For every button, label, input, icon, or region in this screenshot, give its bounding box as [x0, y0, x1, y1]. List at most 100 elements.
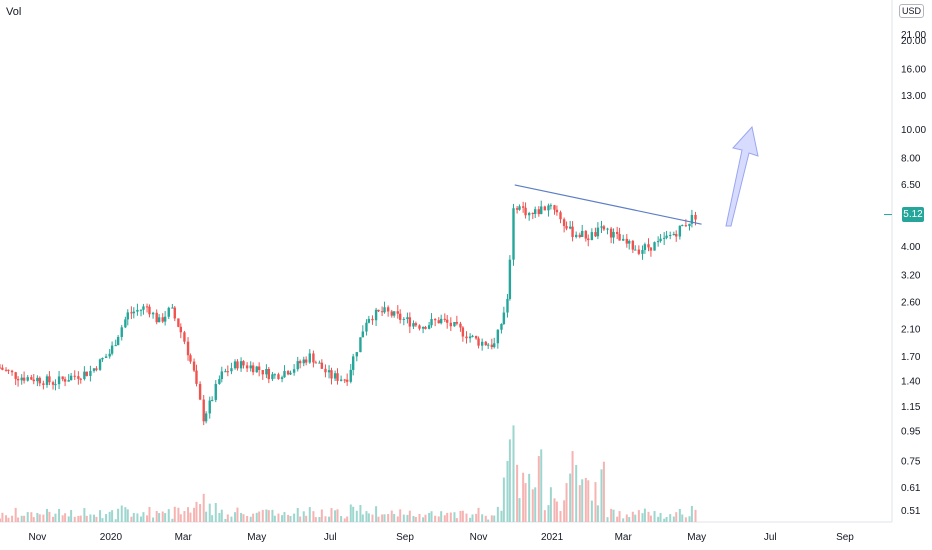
- volume-bar: [487, 519, 490, 522]
- candle-body: [412, 323, 415, 327]
- candle-body: [555, 209, 559, 213]
- volume-bar: [296, 507, 299, 522]
- candle-body: [124, 319, 127, 328]
- up-arrow-annotation[interactable]: [725, 125, 759, 227]
- volume-bar: [414, 516, 417, 522]
- volume-bar: [230, 516, 233, 522]
- candle-body: [210, 399, 214, 401]
- volume-bar: [281, 515, 284, 522]
- volume-bar: [587, 480, 590, 522]
- volume-bar: [531, 489, 534, 522]
- volume-bar: [543, 510, 546, 522]
- candle-body: [408, 317, 412, 327]
- candle-body: [14, 372, 17, 379]
- candle-body: [574, 234, 578, 237]
- candle-body: [195, 370, 198, 384]
- volume-bar: [7, 517, 10, 522]
- candle-body: [132, 311, 135, 314]
- volume-bar: [77, 515, 80, 522]
- candle-body: [251, 365, 255, 373]
- volume-bar: [375, 506, 378, 522]
- time-axis-labels: Nov 2020 Mar May Jul Sep Nov 2021 Mar May Jul Sep: [28, 532, 854, 543]
- candle-body: [148, 306, 151, 315]
- candle-body: [302, 359, 305, 364]
- volume-bar: [73, 516, 76, 522]
- trendline[interactable]: [514, 184, 702, 225]
- volume-bar: [424, 514, 427, 522]
- candle-body: [73, 375, 76, 377]
- candle-body: [283, 371, 286, 378]
- candle-body: [675, 233, 678, 237]
- candle-body: [179, 326, 183, 333]
- currency-unit-button[interactable]: USD: [898, 4, 924, 18]
- candle-body: [104, 356, 108, 358]
- candle-body: [255, 366, 258, 373]
- candle-body: [568, 226, 572, 229]
- candle-body: [461, 327, 465, 337]
- candle-body: [224, 371, 227, 373]
- candle-body: [398, 313, 402, 320]
- candle-body: [430, 319, 433, 326]
- candle-body: [367, 318, 371, 323]
- volume-bar: [318, 516, 321, 522]
- candle-body: [374, 309, 378, 321]
- candle-body: [92, 368, 96, 371]
- volume-bar: [130, 516, 133, 522]
- candle-body: [236, 361, 239, 369]
- volume-bar: [249, 516, 252, 522]
- candle-body: [54, 384, 57, 386]
- volume-bar: [387, 514, 390, 522]
- candle-body: [621, 238, 625, 241]
- volume-bar: [581, 479, 584, 522]
- volume-bar: [540, 449, 543, 522]
- candle-body: [48, 376, 51, 383]
- candle-body: [512, 208, 515, 260]
- volume-bar: [594, 482, 597, 522]
- volume-bar: [688, 516, 691, 522]
- volume-bar: [183, 511, 186, 522]
- candle-body: [534, 209, 537, 214]
- volume-bar: [383, 514, 386, 522]
- candle-body: [186, 341, 190, 356]
- candle-body: [553, 205, 556, 210]
- candle-body: [684, 225, 688, 227]
- volume-bar: [167, 509, 170, 522]
- candle-body: [261, 370, 264, 375]
- candle-body: [506, 298, 509, 313]
- volume-bar: [126, 509, 129, 522]
- volume-bar: [161, 511, 164, 522]
- time-tick-label: Mar: [175, 532, 193, 543]
- price-tick-label: 0.61: [901, 483, 921, 494]
- candle-body: [280, 377, 284, 380]
- volume-bar: [455, 518, 458, 522]
- price-tick-label: 1.40: [901, 377, 921, 388]
- volume-bar: [459, 510, 462, 522]
- candle-body: [239, 361, 243, 369]
- volume-bar: [537, 456, 540, 522]
- candle-body: [183, 332, 186, 342]
- candle-body: [562, 219, 566, 227]
- candle-body: [171, 307, 174, 309]
- candle-body: [298, 361, 302, 364]
- price-tick-label: 0.51: [901, 506, 921, 517]
- volume-bar: [171, 518, 174, 522]
- candle-body: [606, 228, 609, 230]
- candle-body: [67, 380, 70, 382]
- candle-body: [571, 226, 574, 237]
- candle-body: [167, 307, 170, 317]
- price-tick-label: 2.10: [901, 325, 921, 336]
- volume-indicator-label[interactable]: Vol: [6, 6, 22, 18]
- volume-bar: [565, 483, 568, 522]
- volume-bar: [234, 512, 237, 522]
- volume-bar: [634, 514, 637, 522]
- candle-body: [615, 231, 619, 235]
- candle-body: [386, 307, 390, 312]
- volume-bar: [271, 509, 274, 522]
- candle-body: [455, 321, 459, 324]
- volume-bar: [471, 514, 474, 522]
- volume-bar: [428, 512, 431, 522]
- volume-bar: [665, 517, 668, 522]
- candle-body: [233, 361, 237, 369]
- candle-body: [383, 307, 386, 313]
